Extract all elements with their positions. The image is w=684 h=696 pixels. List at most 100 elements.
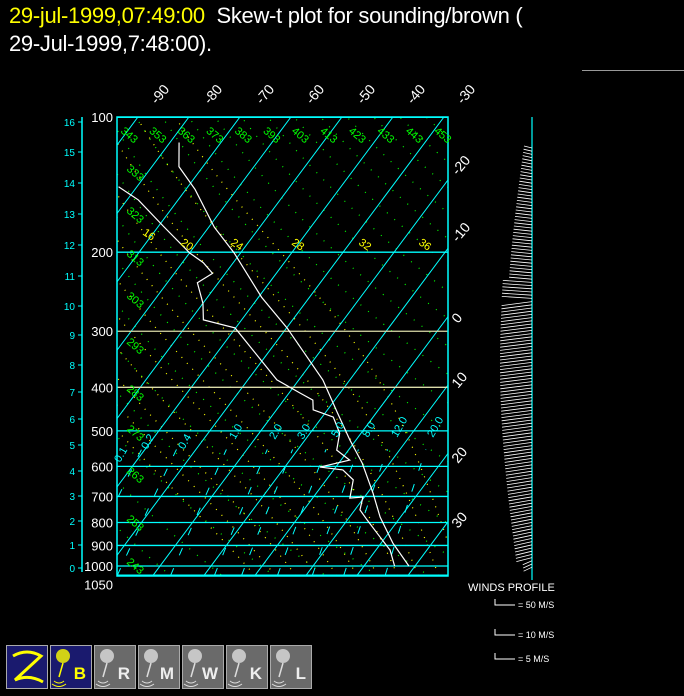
isotherm [152, 179, 448, 576]
isotherm-label: -60 [302, 81, 327, 107]
station-button-b[interactable]: B [50, 645, 92, 689]
isotherm [356, 452, 448, 576]
wind-barb [510, 260, 533, 264]
mixing-ratio-label: 2.0 [267, 422, 285, 441]
mixing-ratio-label: 20.0 [425, 415, 446, 440]
wind-barb [502, 280, 533, 283]
moist-adiabat [117, 193, 399, 576]
mixing-ratio-line [384, 449, 427, 576]
isotherm [117, 117, 190, 215]
dry-adiabat [117, 526, 172, 576]
wind-barb [500, 336, 533, 342]
station-button-label: M [159, 664, 174, 683]
wind-barb [504, 454, 533, 460]
wind-barb [502, 286, 533, 290]
wind-barb [523, 145, 533, 149]
dry-adiabat-label: 453 [432, 125, 454, 146]
station-button-l[interactable]: L [270, 645, 312, 689]
dry-adiabat-label: 293 [124, 336, 146, 357]
wind-legend-label: = 5 M/S [518, 654, 549, 664]
wind-barb [522, 158, 533, 162]
dry-adiabat [117, 172, 448, 493]
dry-adiabat-label: 253 [124, 513, 146, 534]
wind-barb [516, 200, 533, 203]
isotherm-label: -80 [200, 81, 225, 107]
wind-barb [519, 177, 533, 181]
wind-barb [512, 525, 533, 530]
height-tick-label: 4 [69, 467, 75, 478]
dry-adiabat [117, 303, 431, 576]
wind-barb [523, 152, 533, 155]
wind-barb [515, 212, 533, 216]
moist-adiabat-label: 24 [228, 237, 245, 254]
wind-barb [501, 422, 533, 428]
wind-barb [502, 426, 533, 431]
station-button-label: K [249, 664, 262, 683]
wind-barb [499, 349, 533, 354]
dry-adiabat-label: 443 [403, 125, 425, 146]
height-tick-label: 12 [64, 241, 76, 252]
wind-barb [500, 378, 533, 383]
dry-adiabat-label: 323 [124, 205, 146, 226]
wind-barb [500, 339, 533, 345]
wind-barb [500, 403, 533, 409]
wind-barb [514, 544, 533, 550]
pressure-tick-label: 700 [91, 489, 113, 504]
wind-barb [500, 390, 533, 396]
isotherm-label: -50 [353, 81, 378, 107]
wind-barb [500, 346, 533, 351]
wind-barb [521, 161, 533, 165]
station-button-z[interactable] [6, 645, 48, 689]
moist-adiabat-label: 28 [289, 237, 306, 254]
isotherm-label: 10 [448, 369, 470, 391]
wind-barb [510, 515, 533, 521]
wind-barb [501, 419, 533, 425]
dry-adiabat-label: 393 [261, 125, 283, 146]
height-tick-label: 15 [64, 148, 76, 159]
wind-barb [500, 374, 533, 380]
wind-barb [514, 216, 533, 219]
isotherm-label: -20 [448, 152, 473, 178]
wind-barb [512, 235, 533, 238]
wind-barb [503, 445, 533, 450]
dry-adiabat-label: 423 [346, 125, 368, 146]
mixing-ratio-line [343, 449, 389, 576]
station-button-w[interactable]: W [182, 645, 224, 689]
moist-adiabat-label: 16 [140, 227, 157, 244]
wind-barb [509, 270, 533, 274]
height-tick-label: 1 [69, 541, 75, 552]
divider [582, 70, 684, 71]
station-button-r[interactable]: R [94, 645, 136, 689]
wind-barb [516, 206, 533, 210]
moist-adiabat-label: 32 [356, 237, 373, 254]
pressure-tick-label: 200 [91, 245, 113, 260]
wind-barb [507, 490, 533, 495]
moist-adiabat [117, 238, 378, 576]
wind-barb [520, 174, 533, 178]
wind-barb [499, 362, 533, 367]
wind-barb [512, 531, 533, 537]
moist-adiabat [117, 403, 276, 576]
wind-legend-label: = 10 M/S [518, 630, 554, 640]
isotherm-label: -90 [147, 81, 172, 107]
wind-barb [501, 304, 533, 310]
wind-barb [499, 368, 533, 374]
wind-barb [501, 406, 533, 412]
station-button-k[interactable]: K [226, 645, 268, 689]
height-tick-label: 3 [69, 492, 75, 503]
dry-adiabat [240, 117, 448, 320]
z-logo-icon [12, 650, 44, 684]
wind-barb [507, 483, 533, 489]
station-button-m[interactable]: M [138, 645, 180, 689]
height-tick-label: 13 [64, 210, 76, 221]
wind-barb [510, 257, 533, 261]
page-title: 29-jul-1999,07:49:00 Skew-t plot for sou… [9, 2, 523, 58]
wind-barb [508, 493, 533, 498]
wind-barb [503, 442, 533, 447]
isotherm [305, 384, 448, 576]
wind-barb [504, 458, 533, 463]
dry-adiabat-label: 353 [147, 125, 169, 146]
title-date: 29-jul-1999,07:49:00 [9, 3, 205, 28]
isotherm [117, 117, 292, 352]
